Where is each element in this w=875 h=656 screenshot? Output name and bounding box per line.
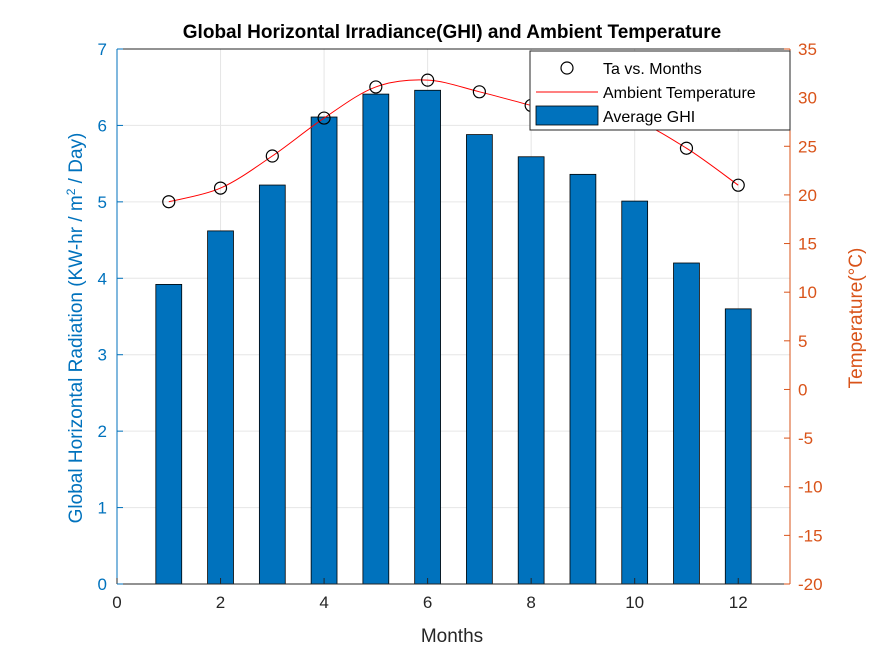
- x-tick-label: 2: [216, 593, 225, 612]
- ta-marker-month-4: [317, 111, 331, 125]
- legend-bar-swatch: [535, 105, 599, 126]
- x-tick-label: 8: [526, 593, 535, 612]
- bar-month-8: [517, 156, 545, 585]
- y-right-tick-label: -5: [798, 429, 813, 448]
- y-right-tick-label: 5: [798, 332, 807, 351]
- y-left-label-part-1: Global Horizontal Radiation (KW-hr / m: [66, 195, 87, 523]
- y-left-tick-label: 5: [98, 193, 107, 212]
- legend-label-average-ghi: Average GHI: [603, 109, 695, 126]
- y-left-tick-label: 1: [98, 499, 107, 518]
- y-axis-left-label: Global Horizontal Radiation (KW-hr / m2 …: [64, 133, 87, 524]
- tick-labels: 0 2 4 6 8 10 1201234567-20-15-10-5051015202530…: [98, 40, 823, 612]
- legend-label-ambient-temperature: Ambient Temperature: [603, 85, 756, 102]
- legend-marker-circle: [560, 61, 574, 75]
- axes: [116, 48, 791, 585]
- y-left-tick-label: 6: [98, 116, 107, 135]
- y-left-tick-label: 0: [98, 575, 107, 594]
- bar-month-4: [310, 116, 338, 585]
- bar-month-11: [673, 262, 700, 585]
- y-left-label-superscript: 2: [64, 188, 78, 195]
- ta-marker-month-1: [162, 195, 176, 209]
- y-right-tick-label: 30: [798, 89, 817, 108]
- y-axis-right-label: Temperature(°C): [846, 248, 867, 389]
- y-right-tick-label: -10: [798, 478, 823, 497]
- ta-marker-month-12: [731, 178, 745, 192]
- bar-month-6: [414, 89, 441, 585]
- y-left-tick-label: 3: [98, 346, 107, 365]
- y-left-tick-label: 2: [98, 422, 107, 441]
- bar-month-2: [207, 230, 234, 585]
- bar-month-1: [155, 283, 183, 585]
- ta-marker-month-6: [421, 73, 435, 87]
- y-left-tick-label: 4: [98, 269, 107, 288]
- y-right-tick-label: 15: [798, 235, 817, 254]
- bar-month-12: [724, 308, 752, 585]
- y-right-tick-label: 10: [798, 283, 817, 302]
- bar-month-5: [362, 93, 390, 585]
- legend: Ta vs. Months Ambient Temperature Averag…: [529, 50, 791, 131]
- ta-marker-month-2: [213, 181, 228, 195]
- y-right-tick-label: 0: [798, 380, 807, 399]
- ta-marker-month-5: [369, 80, 383, 94]
- bar-month-7: [466, 134, 493, 585]
- y-left-label-part-3: / Day): [66, 133, 87, 189]
- bar-month-10: [621, 200, 649, 585]
- ta-marker-month-3: [265, 149, 279, 163]
- x-axis-label: Months: [421, 626, 483, 647]
- y-right-tick-label: -20: [798, 575, 823, 594]
- ta-marker-month-7: [472, 85, 486, 99]
- y-right-tick-label: -15: [798, 526, 823, 545]
- y-right-tick-label: 20: [798, 186, 817, 205]
- bar-month-3: [258, 184, 286, 585]
- y-right-tick-label: 25: [798, 137, 817, 156]
- x-tick-label: 0: [112, 593, 121, 612]
- x-tick-label: 4: [319, 593, 328, 612]
- x-tick-label: 12: [729, 593, 748, 612]
- bar-month-9: [569, 173, 597, 585]
- y-left-tick-label: 7: [98, 40, 107, 59]
- legend-label-ta-vs-months: Ta vs. Months: [603, 61, 702, 78]
- y-right-tick-label: 35: [798, 40, 817, 59]
- ta-marker-month-11: [679, 141, 694, 155]
- x-tick-label: 10: [625, 593, 644, 612]
- chart-title: Global Horizontal Irradiance(GHI) and Am…: [183, 22, 721, 43]
- x-tick-label: 6: [423, 593, 432, 612]
- bars: [155, 89, 752, 585]
